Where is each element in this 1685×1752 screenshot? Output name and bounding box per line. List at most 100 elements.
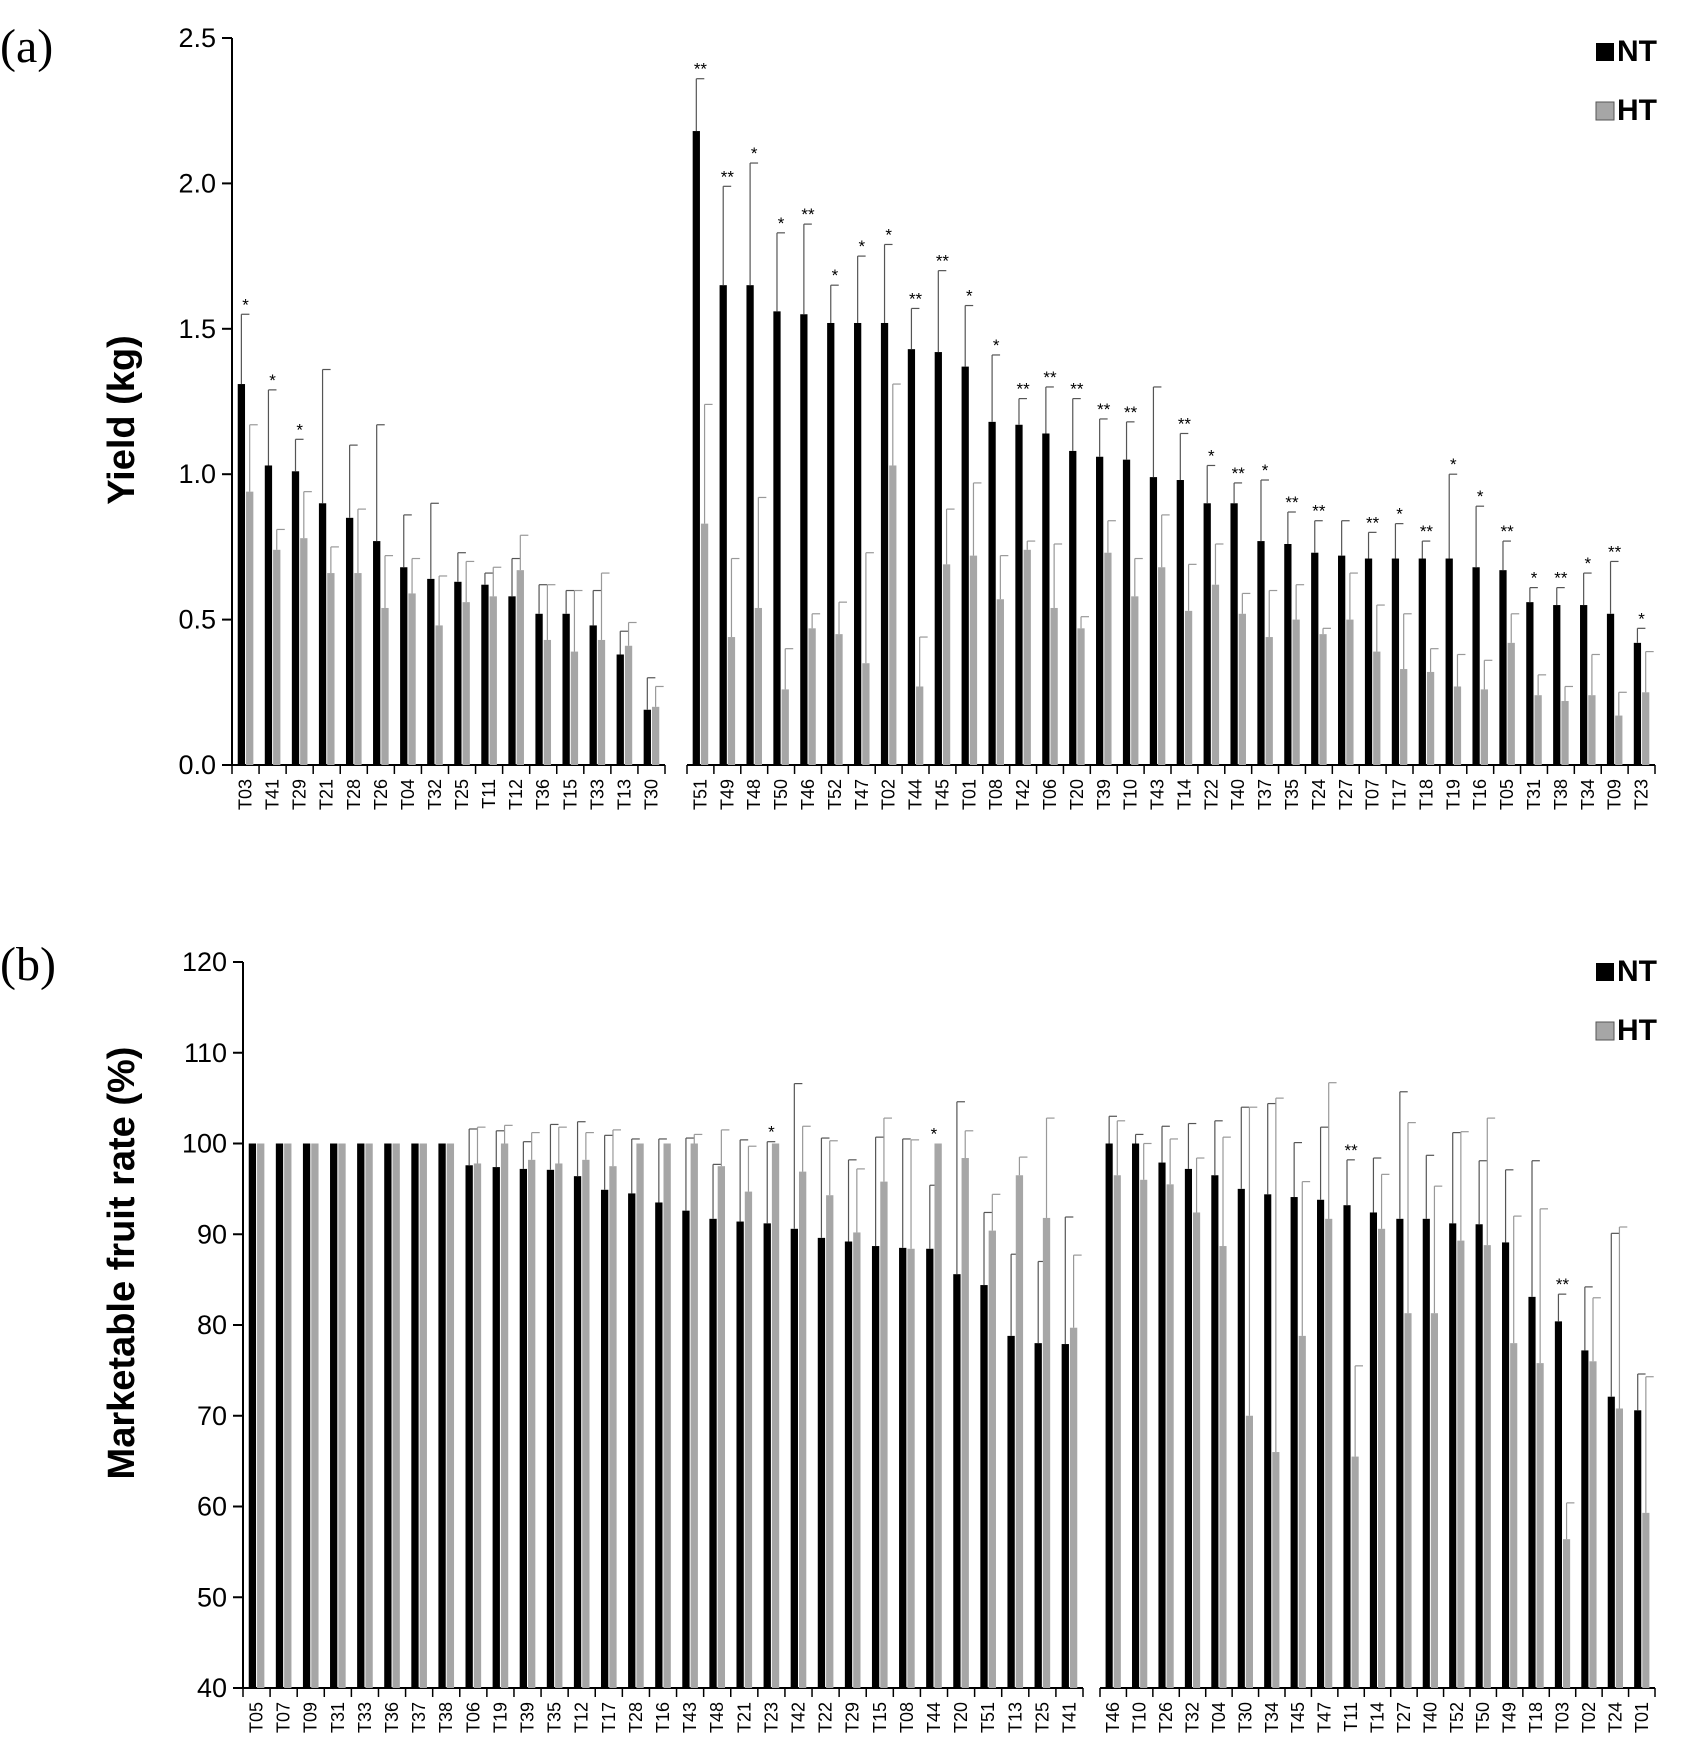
bar-ht [624, 645, 633, 765]
bar-ht [489, 596, 497, 765]
bar-nt [1184, 1168, 1192, 1688]
bar-nt [400, 567, 408, 765]
x-category-label: T29 [843, 1702, 863, 1733]
significance-mark: * [858, 237, 865, 256]
x-category-label: T41 [1059, 1702, 1079, 1733]
x-category-label: T50 [771, 779, 791, 810]
bar-nt [655, 1202, 663, 1688]
x-category-label: T08 [986, 779, 1006, 810]
x-category-label: T05 [1497, 779, 1517, 810]
x-category-label: T11 [1341, 1702, 1361, 1732]
bar-ht [1245, 1415, 1253, 1688]
x-category-label: T22 [1201, 779, 1221, 810]
x-category-label: T11 [479, 779, 499, 809]
bar-ht [419, 1143, 427, 1688]
bar-nt [1606, 613, 1615, 765]
x-category-label: T25 [1032, 1702, 1052, 1733]
bar-ht [862, 663, 870, 765]
x-category-label: T03 [236, 779, 256, 810]
bar-nt [264, 465, 273, 765]
legend-swatch-ht [1595, 101, 1615, 121]
bar-ht [1166, 1184, 1174, 1688]
x-category-label: T07 [1363, 779, 1383, 810]
x-category-label: T06 [1040, 779, 1060, 810]
significance-mark: ** [1124, 403, 1138, 422]
bar-nt [1396, 1218, 1404, 1688]
y-tick-label: 70 [197, 1401, 227, 1431]
y-tick-label: 2.5 [178, 23, 216, 53]
x-category-label: T39 [1094, 779, 1114, 810]
x-category-label: T31 [1524, 779, 1544, 810]
bar-nt [746, 285, 754, 765]
x-category-label: T27 [1394, 1702, 1414, 1733]
bar-nt [1149, 477, 1158, 765]
significance-mark: ** [1554, 569, 1568, 588]
bar-ht [1346, 619, 1354, 765]
bar-ht [543, 639, 552, 765]
bar-ht [273, 549, 281, 765]
bar-nt [589, 625, 597, 765]
significance-mark: ** [1016, 380, 1030, 399]
bar-nt [573, 1176, 582, 1688]
marketable-fruit-rate-chart: 40 50 60 70 80 90 100 110 120 T05 T07 T09 T31 T33 T36 T… [182, 947, 1656, 1733]
bar-ht [1373, 651, 1381, 765]
bar-ht [961, 1158, 969, 1688]
bar-nt [1369, 1212, 1377, 1688]
x-category-label: T12 [572, 1702, 592, 1733]
bar-nt [330, 1143, 338, 1688]
bar-nt [616, 654, 624, 765]
x-category-label: T36 [382, 1702, 402, 1733]
x-category-label: T40 [1420, 1702, 1440, 1733]
bar-nt [719, 285, 727, 765]
bar-nt [1284, 543, 1292, 765]
bar-ht [700, 523, 709, 765]
significance-mark: ** [1366, 513, 1380, 532]
x-category-label: T27 [1336, 779, 1356, 810]
bar-ht [996, 599, 1004, 765]
bar-ht [570, 651, 579, 765]
x-category-label: T19 [490, 1702, 510, 1733]
significance-mark: * [885, 225, 892, 244]
bar-nt [790, 1228, 798, 1688]
x-category-label: T09 [1605, 779, 1625, 810]
bar-ht [781, 689, 789, 765]
significance-mark: * [269, 371, 276, 390]
bar-nt [817, 1237, 826, 1688]
legend-b: NT HT [1595, 955, 1657, 1047]
y-tick-label: 110 [184, 1038, 227, 1068]
significance-mark: * [1396, 505, 1403, 524]
bar-ht [1404, 1313, 1412, 1688]
x-category-label: T24 [1605, 1702, 1625, 1733]
bar-nt [562, 613, 570, 765]
x-category-label: T03 [1553, 1702, 1573, 1733]
legend-label-nt: NT [1617, 35, 1657, 68]
x-category-label: T13 [614, 779, 634, 810]
legend-swatch-nt [1596, 43, 1614, 61]
bar-nt [899, 1247, 907, 1688]
x-category-label: T52 [825, 779, 845, 810]
x-category-label: T16 [1470, 779, 1490, 810]
x-category-label: T43 [680, 1702, 700, 1733]
bar-nt [953, 1274, 961, 1688]
bar-ht [1589, 1361, 1597, 1688]
x-category-label: T41 [263, 779, 283, 810]
bar-ht [257, 1143, 265, 1688]
x-category-label: T28 [344, 779, 364, 810]
x-category-label: T01 [1632, 1702, 1652, 1733]
bar-nt [302, 1143, 311, 1688]
bar-nt [934, 352, 942, 765]
bar-nt [1042, 433, 1050, 765]
bar-nt [438, 1143, 446, 1688]
bar-ht [284, 1143, 292, 1688]
bar-ht [1642, 1512, 1650, 1688]
x-category-label: T51 [978, 1702, 998, 1733]
bar-ht [1292, 619, 1300, 765]
x-category-label: T18 [1526, 1702, 1546, 1733]
x-category-label: T21 [734, 1702, 754, 1733]
bar-ht [311, 1143, 319, 1688]
x-category-label: T26 [371, 779, 391, 810]
x-category-label: T44 [906, 779, 926, 810]
significance-mark: ** [1556, 1275, 1570, 1294]
y-tick-label: 2.0 [178, 168, 216, 198]
significance-mark: ** [1232, 464, 1246, 483]
